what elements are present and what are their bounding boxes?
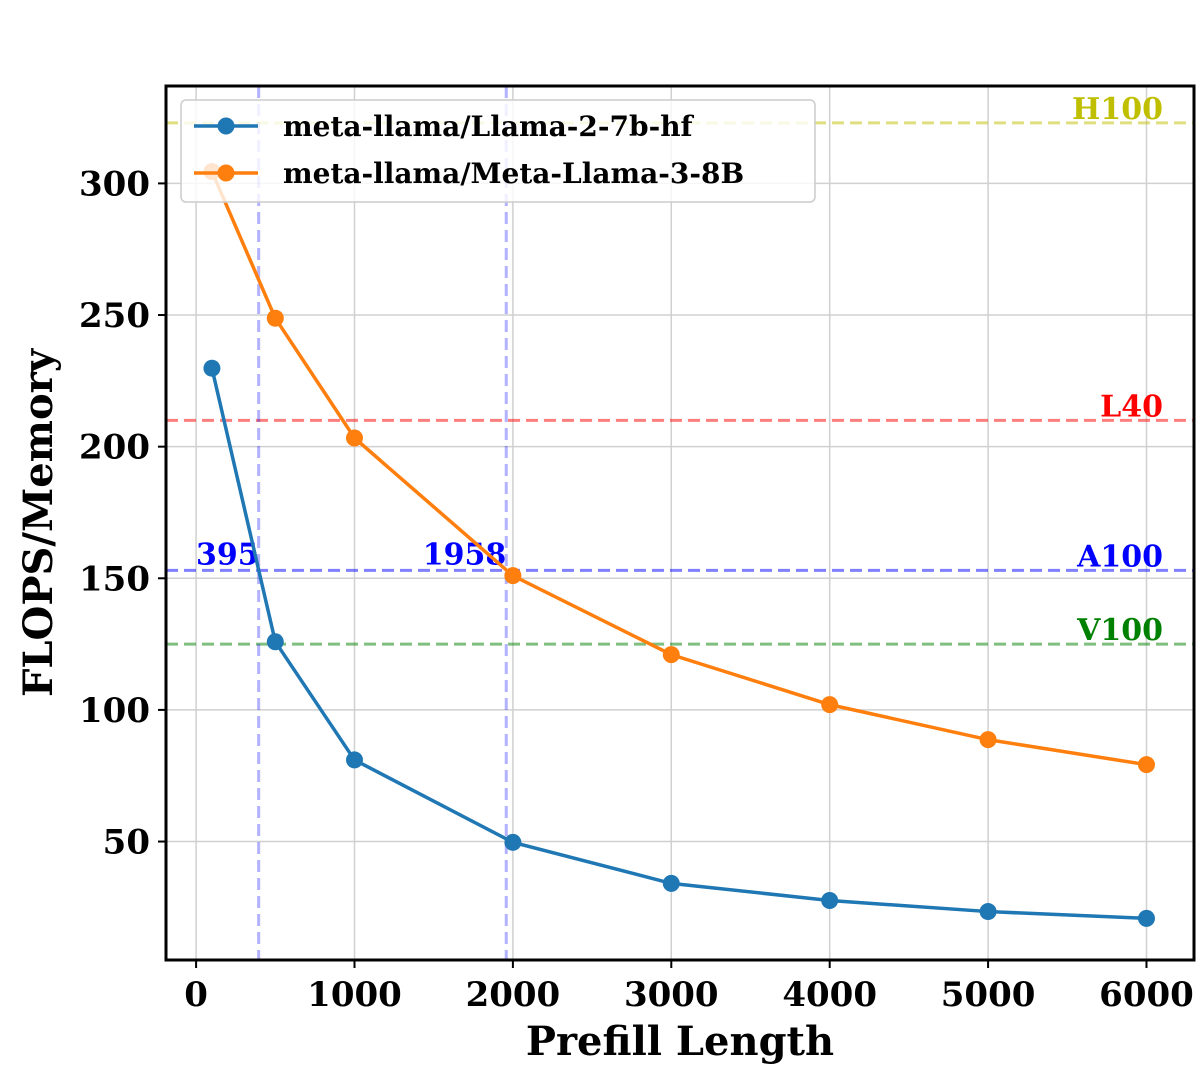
vline-label-395: 395	[196, 537, 259, 572]
x-tick-label: 2000	[466, 975, 561, 1015]
data-point	[979, 731, 997, 749]
data-point	[1137, 756, 1155, 774]
data-point	[662, 646, 680, 664]
y-tick-label: 300	[79, 164, 150, 204]
x-tick-label: 1000	[307, 975, 402, 1015]
data-point	[821, 696, 839, 714]
data-point	[979, 903, 997, 921]
data-point	[821, 892, 839, 910]
data-point	[345, 751, 363, 769]
x-tick-label: 0	[184, 975, 208, 1015]
data-point	[662, 874, 680, 892]
data-point	[345, 429, 363, 447]
legend-marker-1	[217, 164, 235, 182]
hline-label-a100: A100	[1076, 539, 1163, 574]
y-tick-label: 50	[103, 823, 150, 863]
x-tick-label: 5000	[941, 975, 1036, 1015]
hline-label-l40: L40	[1100, 389, 1163, 424]
hline-label-h100: H100	[1072, 92, 1163, 127]
legend	[180, 99, 816, 203]
y-axis-label: FLOPS/Memory	[15, 347, 62, 697]
data-point	[1137, 909, 1155, 927]
series-line-1	[210, 170, 1147, 767]
x-tick-label: 6000	[1099, 975, 1194, 1015]
x-axis-label: Prefill Length	[526, 1018, 834, 1065]
data-point	[203, 359, 221, 377]
x-tick-label: 3000	[624, 975, 719, 1015]
vline-label-1958: 1958	[423, 537, 507, 572]
legend-marker-0	[217, 117, 235, 135]
y-tick-label: 200	[79, 428, 150, 468]
hline-label-v100: V100	[1076, 613, 1163, 648]
data-point	[504, 567, 522, 585]
plot-frame	[164, 84, 1196, 962]
series-line-0	[210, 367, 1147, 921]
data-point	[266, 633, 284, 651]
y-tick-label: 250	[79, 296, 150, 336]
legend-label-1: meta-llama/Meta-Llama-3-8B	[283, 157, 744, 190]
legend-label-0: meta-llama/Llama-2-7b-hf	[283, 110, 695, 143]
x-tick-label: 4000	[782, 975, 877, 1015]
y-tick-label: 150	[79, 559, 150, 599]
y-tick-label: 100	[79, 691, 150, 731]
data-point	[504, 833, 522, 851]
data-point	[266, 309, 284, 327]
